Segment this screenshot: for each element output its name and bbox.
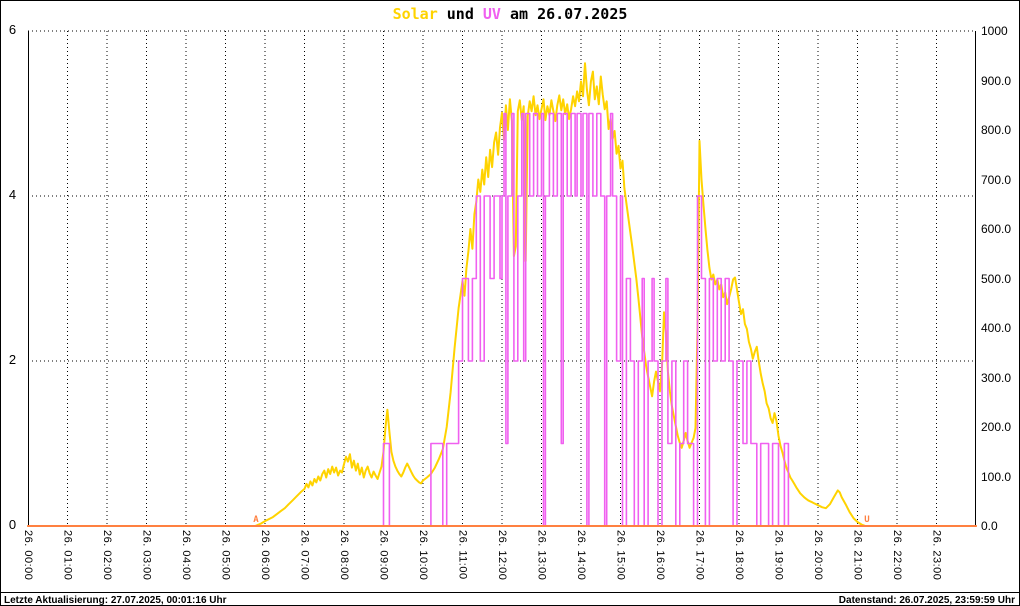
x-tick-label: 26. 15:00 (614, 530, 627, 581)
x-tick-label: 26. 17:00 (693, 530, 706, 581)
x-tick-label: 26. 05:00 (219, 530, 232, 581)
y-left-tick-label: 2 (8, 352, 17, 367)
sun-marker-u: U (864, 515, 869, 525)
y-right-tick-label: 800.0 (981, 123, 1012, 137)
x-tick-label: 26. 06:00 (259, 530, 271, 581)
x-tick-label: 26. 02:00 (101, 530, 113, 581)
x-tick-label: 26. 03:00 (140, 530, 153, 581)
y-right-tick-label: 900.0 (981, 73, 1012, 88)
series-uv (27, 112, 977, 527)
sun-marker-a: A (253, 515, 259, 525)
y-right-tick-label: 100.0 (981, 469, 1012, 484)
data-timestamp-text: Datenstand: 26.07.2025, 23:59:59 Uhr (838, 595, 1015, 606)
y-right-tick-label: 700.0 (981, 172, 1012, 187)
y-right-tick-label: 200.0 (981, 420, 1012, 434)
chart-title: Solar und UV am 26.07.2025 (1, 5, 1019, 23)
x-tick-label: 26. 16:00 (654, 530, 666, 581)
x-tick-label: 26. 12:00 (496, 530, 508, 581)
y-left-tick-label: 0 (8, 517, 17, 532)
footer-divider (1, 592, 1019, 593)
title-date-text: am 26.07.2025 (500, 5, 628, 23)
x-tick-label: 26. 10:00 (417, 530, 429, 581)
x-tick-label: 26. 19:00 (772, 530, 785, 581)
y-right-tick-label: 600.0 (981, 222, 1012, 236)
y-left-tick-label: 4 (8, 187, 17, 202)
x-tick-label: 26. 08:00 (338, 530, 350, 581)
x-tick-label: 26. 01:00 (61, 530, 74, 581)
y-left-tick-label: 6 (8, 22, 17, 37)
x-tick-label: 26. 18:00 (733, 530, 745, 581)
y-right-tick-label: 1000 (981, 24, 1008, 38)
last-update-text: Letzte Aktualisierung: 27.07.2025, 00:01… (4, 595, 227, 606)
x-tick-label: 26. 04:00 (180, 530, 192, 581)
x-tick-label: 26. 14:00 (575, 530, 587, 581)
y-right-tick-label: 0.0 (981, 519, 998, 533)
x-tick-label: 26. 23:00 (930, 530, 943, 581)
x-tick-label: 26. 07:00 (298, 530, 311, 581)
x-tick-label: 26. 13:00 (535, 530, 548, 581)
title-und-text: und (437, 5, 483, 23)
x-tick-label: 26. 00:00 (22, 530, 34, 581)
y-right-tick-label: 500.0 (981, 271, 1012, 286)
x-tick-label: 26. 20:00 (812, 530, 824, 581)
title-solar-label: Solar (392, 5, 438, 23)
x-tick-label: 26. 09:00 (377, 530, 390, 581)
x-tick-label: 26. 21:00 (851, 530, 864, 581)
x-tick-label: 26. 22:00 (891, 530, 903, 581)
x-tick-label: 26. 11:00 (456, 530, 469, 580)
title-uv-label: UV (482, 5, 501, 23)
series-solar (27, 62, 977, 527)
y-right-tick-label: 300.0 (981, 370, 1012, 385)
y-right-tick-label: 400.0 (981, 321, 1012, 335)
